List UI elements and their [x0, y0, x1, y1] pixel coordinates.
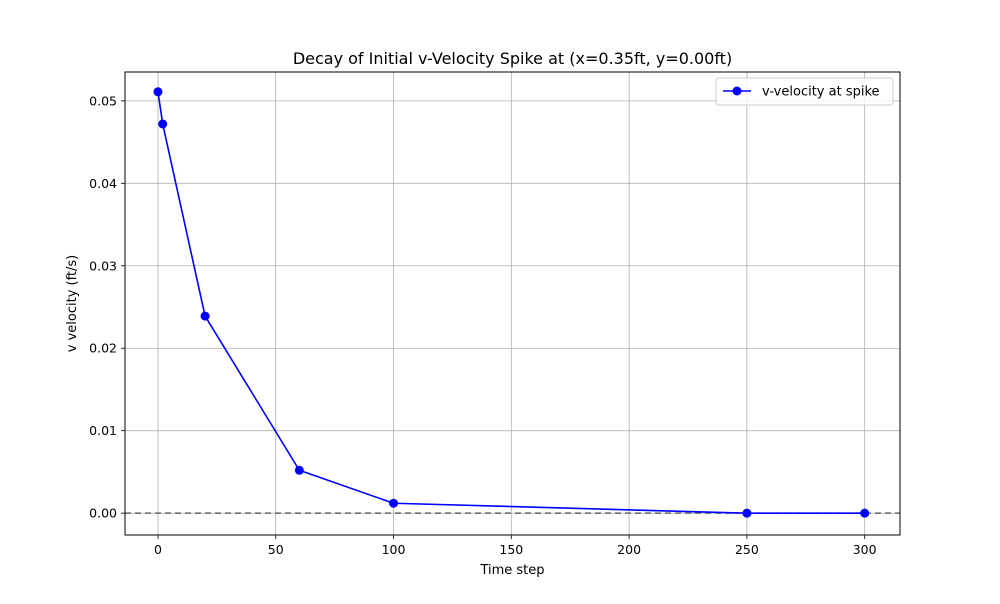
- x-tick-label: 200: [617, 542, 641, 557]
- chart-title: Decay of Initial v-Velocity Spike at (x=…: [293, 49, 732, 68]
- x-tick-label: 50: [268, 542, 284, 557]
- y-tick-label: 0.01: [89, 423, 117, 438]
- legend-box: [715, 77, 894, 106]
- y-tick-label: 0.05: [89, 93, 117, 108]
- x-axis-ticks: 0 50 100 150 200 250 300: [154, 535, 877, 557]
- data-point: [294, 465, 304, 475]
- data-point: [158, 119, 168, 129]
- y-tick-label: 0.04: [89, 176, 117, 191]
- data-point: [860, 508, 870, 518]
- legend: v-velocity at spike: [715, 77, 894, 106]
- data-point: [153, 87, 163, 97]
- y-tick-label: 0.02: [89, 341, 117, 356]
- data-point: [742, 508, 752, 518]
- x-tick-label: 0: [154, 542, 162, 557]
- x-tick-label: 150: [499, 542, 523, 557]
- plot-area: [125, 72, 900, 535]
- plot-frame: [124, 71, 901, 536]
- y-axis-label: v velocity (ft/s): [65, 255, 80, 353]
- grid: [125, 72, 900, 535]
- y-tick-label: 0.03: [89, 258, 117, 273]
- data-point: [200, 311, 210, 321]
- x-tick-label: 300: [853, 542, 877, 557]
- data-point: [389, 498, 399, 508]
- x-tick-label: 250: [735, 542, 759, 557]
- y-axis-ticks: 0.00 0.01 0.02 0.03 0.04 0.05: [89, 93, 125, 521]
- x-axis-label: Time step: [479, 563, 544, 578]
- x-tick-label: 100: [382, 542, 406, 557]
- y-tick-label: 0.00: [89, 506, 117, 521]
- legend-label: v-velocity at spike: [762, 85, 880, 100]
- series-group: [153, 87, 870, 518]
- legend-marker-swatch: [732, 86, 742, 96]
